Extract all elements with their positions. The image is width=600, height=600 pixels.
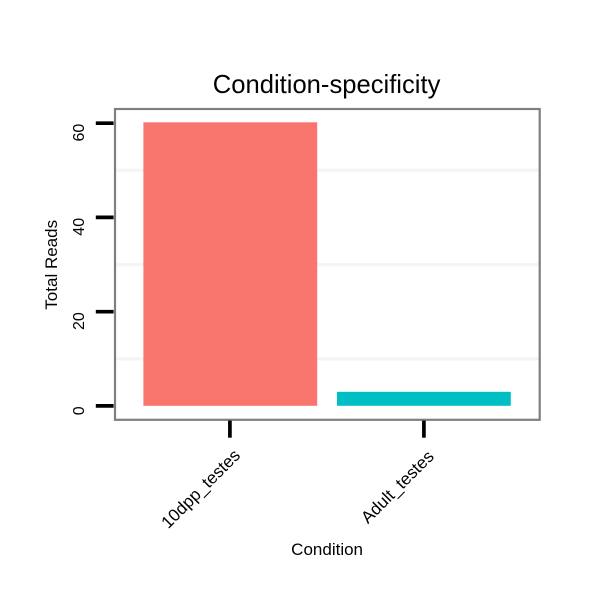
- svg-text:60: 60: [71, 124, 88, 142]
- svg-text:Total Reads: Total Reads: [42, 220, 61, 310]
- svg-text:20: 20: [71, 312, 88, 330]
- svg-text:40: 40: [71, 218, 88, 236]
- svg-text:0: 0: [71, 406, 88, 415]
- svg-text:Condition-specificity: Condition-specificity: [213, 71, 441, 99]
- svg-text:Condition: Condition: [291, 540, 363, 559]
